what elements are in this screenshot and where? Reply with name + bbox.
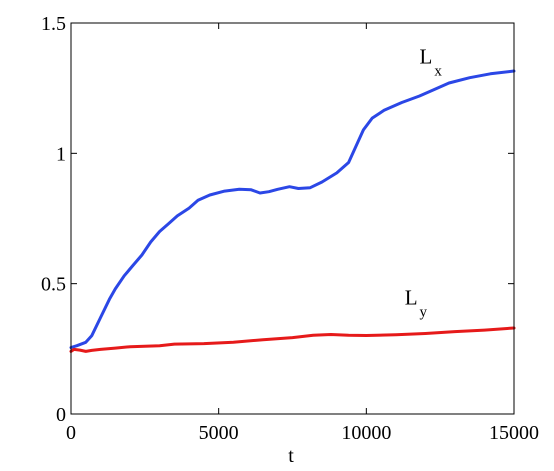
plot-frame [70,22,515,415]
x-tick-label: 5000 [199,422,239,444]
y-tick-label: 0 [56,404,66,426]
x-tick-label: 0 [66,422,76,444]
series-line-lx [69,69,516,349]
series-label-subscript: y [420,305,428,321]
series-label-lx: Lx [419,44,442,79]
y-tick-label: 1 [56,143,66,165]
series-label-subscript: x [434,63,442,79]
series-label-ly: Ly [405,286,428,321]
x-tick-label: 15000 [489,422,539,444]
series-layer [69,69,516,353]
tick-layer: 0 5000 10000 15000 0 0.5 1 1.5 [41,13,539,444]
x-axis-label: t [288,445,294,467]
x-tick-label: 10000 [341,422,391,444]
series-line-ly [69,326,516,353]
y-tick-label: 0.5 [41,274,66,296]
series-label-main: L [405,286,418,310]
series-label-main: L [419,44,432,68]
y-tick-label: 1.5 [41,13,66,35]
plot-border [70,22,515,415]
